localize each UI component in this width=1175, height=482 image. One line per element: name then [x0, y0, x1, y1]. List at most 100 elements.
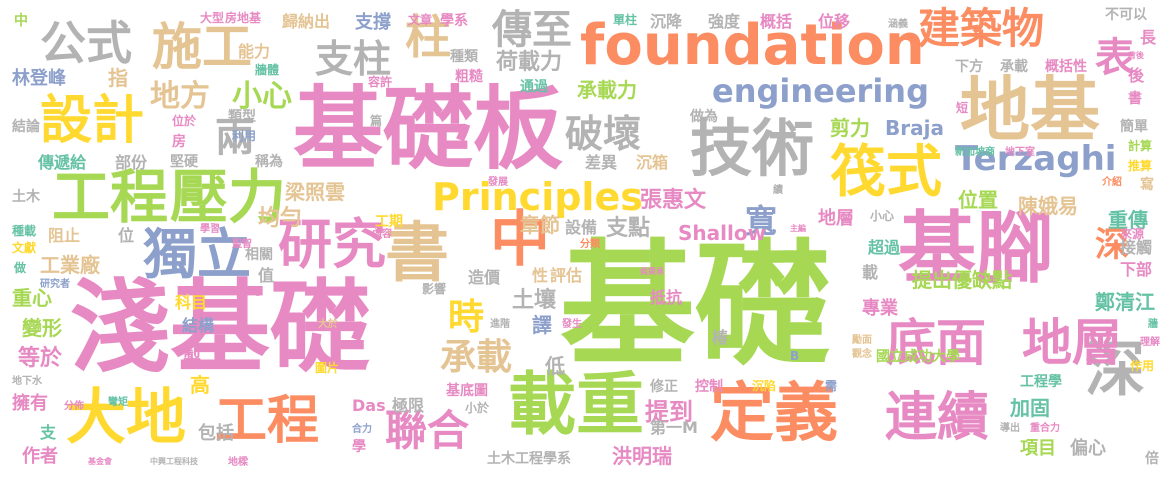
word-xuexi-small: 學習	[200, 224, 220, 235]
word-fashi: 筏式	[830, 140, 942, 205]
word-liyong: 利用	[232, 129, 257, 143]
word-xiaoxin-green: 小心	[232, 79, 292, 114]
word-zhongzai: 種載	[12, 224, 37, 238]
word-fenlei: 分類	[580, 239, 600, 250]
word-yi: 譯	[532, 313, 552, 337]
word-chayi: 差異	[585, 153, 618, 172]
word-dixiashi: 地下室	[1005, 147, 1035, 158]
word-das: Das	[352, 396, 386, 415]
word-gaikuoxing: 概括性	[1045, 59, 1087, 75]
word-chengzai-small: 承載	[1000, 59, 1028, 75]
word-nengli: 能力	[238, 42, 271, 61]
word-jiegou: 結構	[182, 316, 215, 335]
word-limian: 勵面	[852, 335, 872, 346]
word-zhubian: 主編	[790, 224, 806, 233]
word-xue: 學	[352, 439, 366, 455]
word-tuisuan: 推算	[1128, 159, 1153, 173]
word-dayu: 大於	[318, 319, 338, 330]
word-dikang: 抵抗	[650, 288, 683, 307]
word-zuozhe: 作者	[22, 446, 58, 467]
word-bianxing: 變形	[22, 316, 62, 340]
word-chuandigei: 傳遞給	[38, 153, 87, 172]
word-lindengfeng: 林登峰	[12, 68, 66, 89]
word-chenxiang: 沉箱	[636, 153, 669, 172]
word-weizhi: 位置	[958, 188, 998, 212]
word-neirong: 內容	[372, 229, 392, 240]
word-junyun: 均勻	[258, 206, 303, 231]
word-jijiao: 基腳	[898, 204, 1055, 294]
word-biao: 表	[1095, 35, 1135, 81]
word-braja: Braja	[885, 116, 944, 140]
word-diliang: 地樑	[228, 457, 248, 468]
word-bukeyi: 不可以	[1105, 7, 1147, 23]
word-xiangmu: 項目	[1020, 438, 1056, 459]
word-zhongchuan: 重傳	[1108, 208, 1148, 232]
word-jichu-ban: 基礎板	[293, 77, 563, 182]
word-xing: 性	[532, 266, 549, 285]
word-guinachu: 歸納出	[282, 12, 331, 31]
word-liang: 兩	[215, 115, 255, 161]
word-gongqi: 工期	[375, 214, 403, 230]
word-bei: 倍	[1145, 451, 1159, 467]
word-engineering: engineering	[712, 72, 929, 110]
word-zuoyong: 作用	[1130, 359, 1155, 373]
word-shen-orange: 深	[1095, 225, 1129, 265]
word-jinjie: 進階	[490, 319, 510, 330]
word-yongyou: 擁有	[12, 393, 48, 414]
word-houbingcheng: 侯秉承	[640, 267, 664, 276]
word-qiangdu: 強度	[708, 12, 741, 31]
word-xiabu: 下部	[1120, 260, 1153, 279]
word-shu-large: 書	[385, 217, 449, 291]
word-wenxian: 文獻	[12, 241, 37, 255]
word-principles: Principles	[432, 175, 643, 219]
word-diceng-large: 地層	[1022, 314, 1122, 372]
word-wei: 位	[118, 226, 135, 245]
word-duan: 短	[956, 101, 969, 115]
word-jixian: 極限	[392, 396, 425, 415]
word-gongshi: 公式	[40, 16, 132, 70]
word-chenggong-daxue: 國立成功大學	[876, 349, 960, 365]
word-chenrongyi: 陳娥易	[1018, 194, 1078, 218]
word-lianxu: 連續	[885, 388, 990, 448]
word-zhi-point: 指	[108, 66, 128, 90]
word-shengzhi: 聖智	[232, 239, 252, 250]
word-zhizhu: 支柱	[315, 37, 392, 81]
word-turang: 土壤	[512, 288, 557, 313]
word-tongguo: 通過	[520, 79, 548, 95]
word-zhong-large: 中	[490, 205, 550, 275]
word-diceng-small: 地層	[818, 208, 854, 229]
word-fang: 房	[172, 134, 186, 150]
word-xiafang: 下方	[955, 59, 983, 75]
word-dimian: 底面	[886, 314, 986, 372]
word-jiagu: 加固	[1010, 396, 1050, 420]
word-qiangti: 牆體	[255, 63, 280, 77]
word-cankao: 參考	[242, 287, 262, 298]
word-shen-gray: 深	[1085, 335, 1145, 405]
word-fenbu: 分佈	[64, 401, 84, 412]
word-jidi-tu: 基底圖	[446, 383, 488, 399]
word-hou: 後	[1128, 66, 1145, 85]
word-zhuang: 椿	[712, 328, 729, 347]
word-jiechu: 接觸	[1120, 238, 1153, 257]
word-diji: 地基	[960, 69, 1100, 151]
word-yali: 壓力	[170, 163, 287, 231]
word-qian-jichu: 淺基礎	[70, 269, 370, 386]
word-zhuanye: 專業	[862, 298, 898, 319]
word-zhi-branch: 支	[40, 423, 57, 442]
word-gaikuo: 概括	[760, 12, 793, 31]
word-tidao: 提到	[645, 398, 693, 426]
word-kuan: 寬	[745, 202, 778, 240]
word-xiaoyu: 小於	[465, 401, 490, 415]
word-liangzhaoyun: 梁照雲	[285, 180, 345, 204]
word-leixing: 類型	[228, 109, 256, 125]
word-tumu-xuexi: 土木工程學系	[487, 451, 571, 467]
word-zai: 載	[862, 263, 879, 282]
word-jieshao: 介紹	[1102, 177, 1122, 188]
word-laiyuan: 來源	[1120, 227, 1145, 241]
word-jielun: 結論	[12, 119, 40, 135]
word-zuo: 做	[14, 261, 27, 275]
word-zhong-small: 中	[14, 13, 28, 29]
word-lijie: 理解	[1140, 337, 1160, 348]
word-bufen: 部份	[115, 153, 148, 172]
